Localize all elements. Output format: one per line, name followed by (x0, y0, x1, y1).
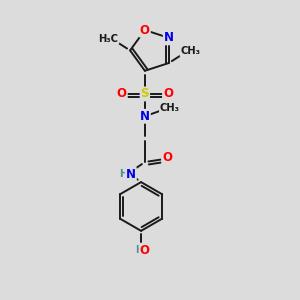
Text: O: O (140, 24, 150, 37)
Text: H₃C: H₃C (98, 34, 118, 44)
Text: CH₃: CH₃ (181, 46, 200, 56)
Text: O: O (117, 87, 127, 100)
Text: O: O (162, 151, 172, 164)
Text: N: N (126, 168, 136, 181)
Text: H: H (119, 169, 127, 179)
Text: O: O (163, 87, 173, 100)
Text: CH₃: CH₃ (160, 103, 180, 113)
Text: O: O (140, 244, 150, 257)
Text: H: H (136, 245, 144, 255)
Text: N: N (140, 110, 150, 123)
Text: N: N (164, 32, 174, 44)
Text: S: S (141, 88, 149, 100)
